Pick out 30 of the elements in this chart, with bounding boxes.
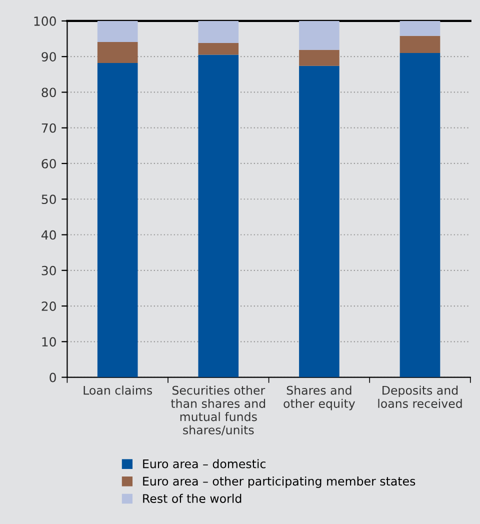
y-tick-label: 90 — [42, 52, 56, 62]
bar — [97, 20, 138, 42]
bar — [400, 20, 440, 36]
legend-label: Euro area – other participating member states — [143, 476, 416, 488]
y-tick-label: 70 — [42, 123, 56, 133]
bar — [97, 42, 138, 64]
y-tick-label: 10 — [42, 337, 56, 347]
bar — [400, 36, 440, 54]
bar — [198, 43, 239, 55]
legend-label: Euro area – domestic — [143, 459, 266, 468]
x-tick-label: Shares and other equity — [284, 386, 356, 410]
bar — [299, 50, 340, 66]
x-tick-label: Deposits and loans received — [378, 386, 462, 408]
bar — [198, 20, 239, 44]
legend-label: Rest of the world — [143, 494, 242, 503]
x-tick-label: Securities other than shares and mutual funds shares/units — [171, 386, 266, 436]
y-tick-label: 40 — [41, 230, 56, 240]
bar — [400, 53, 440, 378]
bar — [299, 20, 340, 50]
y-tick-label: 50 — [42, 194, 56, 204]
y-tick-label: 20 — [42, 301, 56, 311]
y-tick-label: 100 — [34, 16, 56, 26]
bar — [299, 66, 340, 378]
y-tick-label: 80 — [42, 88, 56, 98]
y-tick-label: 0 — [50, 372, 56, 382]
bar — [198, 54, 239, 378]
x-tick-label: Loan claims — [84, 386, 152, 395]
y-tick-label: 60 — [42, 158, 56, 168]
y-tick-label: 30 — [42, 266, 56, 276]
bar — [97, 63, 138, 378]
